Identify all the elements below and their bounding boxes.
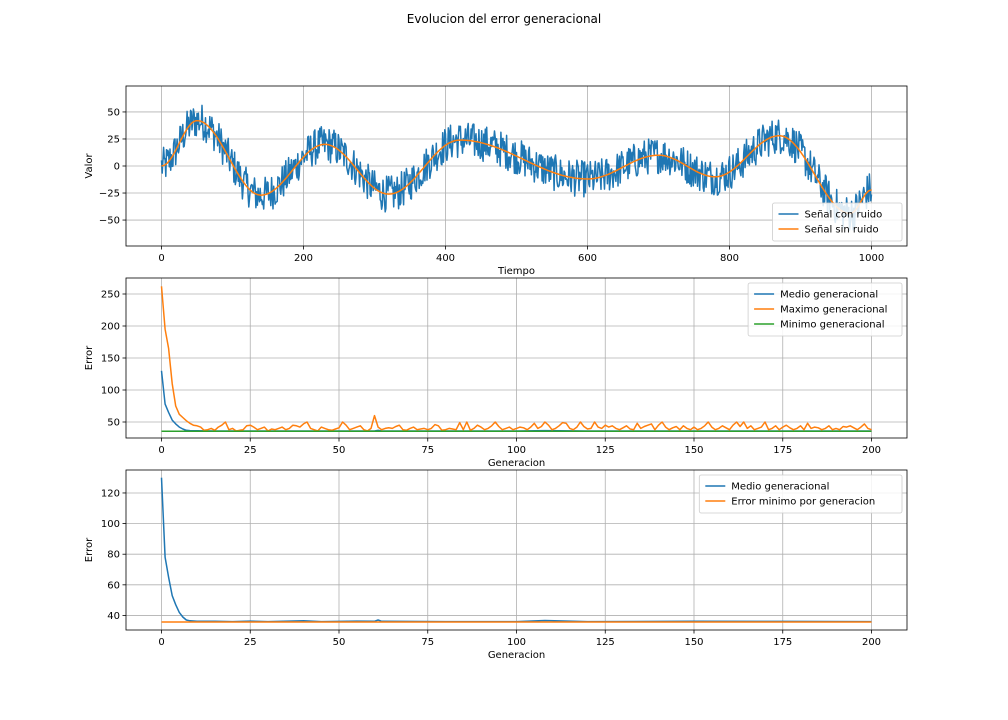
legend-entry: Señal con ruido xyxy=(805,210,883,221)
y-tick-label: 100 xyxy=(101,386,120,397)
x-axis-label: Generacion xyxy=(488,650,545,661)
y-tick-label: 60 xyxy=(107,580,120,591)
series-line-2 xyxy=(161,119,872,215)
x-tick-label: 100 xyxy=(507,637,526,648)
legend-entry: Señal sin ruido xyxy=(805,225,879,236)
y-tick-label: 50 xyxy=(107,418,120,429)
y-tick-label: 150 xyxy=(101,354,120,365)
x-tick-label: 175 xyxy=(773,445,792,456)
y-tick-label: 0 xyxy=(114,162,120,173)
legend-entry: Medio generacional xyxy=(780,290,878,301)
y-tick-label: 40 xyxy=(107,611,120,622)
y-tick-label: −25 xyxy=(99,189,120,200)
x-tick-label: 0 xyxy=(158,253,164,264)
x-tick-label: 125 xyxy=(596,445,615,456)
y-tick-label: 50 xyxy=(107,107,120,118)
y-tick-label: 100 xyxy=(101,519,120,530)
y-tick-label: 80 xyxy=(107,550,120,561)
legend-entry: Minimo generacional xyxy=(780,320,884,331)
series-line-2 xyxy=(160,286,872,432)
x-tick-label: 50 xyxy=(333,445,346,456)
legend: Señal con ruido Señal sin ruido xyxy=(772,202,903,242)
x-axis-label: Generacion xyxy=(488,458,545,469)
x-tick-label: 75 xyxy=(421,445,434,456)
x-tick-label: 125 xyxy=(596,637,615,648)
legend-box xyxy=(772,202,903,242)
legend-entry: Error minimo por generacion xyxy=(731,497,875,508)
legend-entry: Maximo generacional xyxy=(780,305,887,316)
x-tick-label: 25 xyxy=(244,445,257,456)
y-axis-label: Valor xyxy=(84,153,95,179)
x-tick-label: 600 xyxy=(578,253,597,264)
y-tick-label: 25 xyxy=(107,134,120,145)
x-tick-label: 200 xyxy=(862,637,881,648)
legend: Medio generacional Maximo generacional Min… xyxy=(747,282,903,337)
y-tick-label: 120 xyxy=(101,488,120,499)
x-tick-label: 100 xyxy=(507,445,526,456)
x-tick-label: 75 xyxy=(421,637,434,648)
figure-title: Evolucion del error generacional xyxy=(407,12,602,26)
x-tick-label: 800 xyxy=(720,253,739,264)
x-tick-label: 150 xyxy=(684,445,703,456)
x-tick-label: 50 xyxy=(333,637,346,648)
series-line-1 xyxy=(160,104,873,231)
y-tick-label: 250 xyxy=(101,290,120,301)
x-tick-label: 175 xyxy=(773,637,792,648)
legend-box xyxy=(698,474,903,514)
chart-panel-1: 0 200 400 600 800 1000 −50 −25 0 25 50 Tiempo Valor S… xyxy=(84,85,908,277)
chart-panel-3: 0 25 50 75 100 125 150 175 200 40 60 80 100 120 Genera… xyxy=(84,469,908,661)
legend-box xyxy=(747,282,903,337)
chart-panel-2: 0 25 50 75 100 125 150 175 200 50 100 150 200 250 Gene… xyxy=(84,277,908,469)
x-tick-label: 25 xyxy=(244,637,257,648)
y-tick-label: −50 xyxy=(99,216,120,227)
x-tick-label: 200 xyxy=(294,253,313,264)
x-tick-label: 400 xyxy=(436,253,455,264)
y-tick-label: 200 xyxy=(101,322,120,333)
legend: Medio generacional Error minimo por gener… xyxy=(698,474,903,514)
x-tick-label: 0 xyxy=(158,637,164,648)
y-axis-label: Error xyxy=(84,345,95,370)
x-tick-label: 0 xyxy=(158,445,164,456)
legend-entry: Medio generacional xyxy=(731,482,829,493)
x-tick-label: 1000 xyxy=(859,253,884,264)
x-axis-label: Tiempo xyxy=(497,266,535,277)
x-tick-label: 200 xyxy=(862,445,881,456)
y-axis-label: Error xyxy=(84,537,95,562)
x-tick-label: 150 xyxy=(684,637,703,648)
